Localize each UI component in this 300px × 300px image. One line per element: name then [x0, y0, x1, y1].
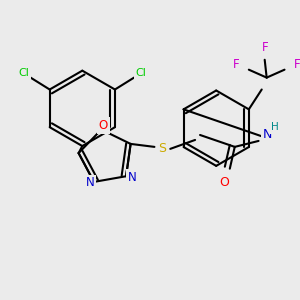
Text: O: O [99, 119, 108, 132]
Text: F: F [232, 58, 239, 71]
Text: Cl: Cl [136, 68, 146, 78]
Text: N: N [128, 171, 136, 184]
Text: S: S [158, 142, 166, 155]
Text: N: N [85, 176, 94, 189]
Text: F: F [294, 58, 300, 71]
Text: F: F [261, 41, 268, 54]
Text: H: H [271, 122, 278, 132]
Text: Cl: Cl [18, 68, 29, 78]
Text: O: O [219, 176, 229, 189]
Text: N: N [263, 128, 272, 142]
